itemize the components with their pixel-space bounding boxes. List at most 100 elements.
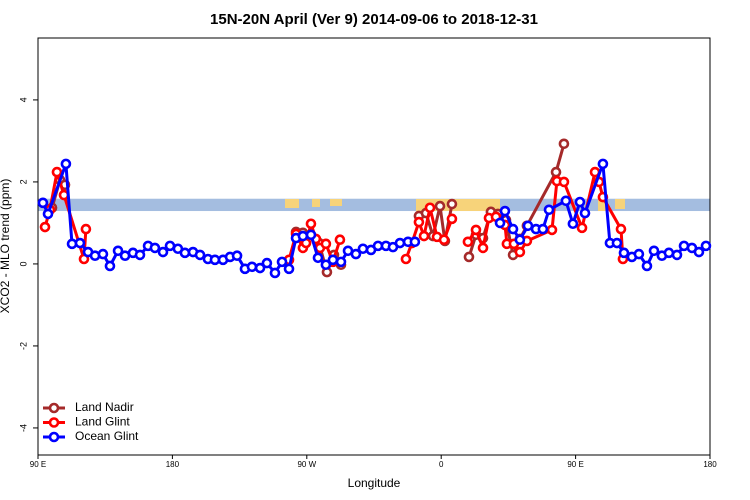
point (546, 224, 558, 236)
point (194, 249, 206, 261)
point (60, 158, 72, 170)
point (320, 259, 332, 271)
point (320, 238, 332, 250)
point (37, 197, 49, 209)
point (149, 242, 161, 254)
point (477, 242, 489, 254)
point (446, 198, 458, 210)
legend-marker (48, 431, 60, 443)
point (269, 267, 281, 279)
point (470, 224, 482, 236)
point (400, 253, 412, 265)
legend-marker (48, 402, 60, 414)
land-patch (285, 199, 299, 208)
band (38, 198, 710, 212)
x-axis-label: Longitude (348, 476, 401, 490)
point (413, 216, 425, 228)
x-tick-label: 90 W (297, 460, 316, 469)
point (446, 213, 458, 225)
legend-label: Land Nadir (75, 400, 134, 414)
point (134, 249, 146, 261)
point (537, 223, 549, 235)
point (112, 245, 124, 257)
point (305, 229, 317, 241)
point (312, 252, 324, 264)
point (507, 223, 519, 235)
point (597, 158, 609, 170)
legend-label: Ocean Glint (75, 429, 139, 443)
point (558, 176, 570, 188)
point (463, 251, 475, 263)
point (157, 246, 169, 258)
point (567, 218, 579, 230)
point (611, 237, 623, 249)
point (424, 202, 436, 214)
y-axis-label: XCO2 - MLO trend (ppm) (0, 179, 12, 314)
point (462, 236, 474, 248)
y-tick-label: 4 (18, 97, 28, 102)
legend-label: Land Glint (75, 415, 130, 429)
point (418, 230, 430, 242)
x-tick-label: 0 (439, 460, 444, 469)
point (104, 260, 116, 272)
y-tick-label: -2 (18, 342, 28, 350)
point (560, 195, 572, 207)
point (700, 240, 712, 252)
point (334, 234, 346, 246)
point (648, 245, 660, 257)
point (409, 236, 421, 248)
point (254, 262, 266, 274)
point (357, 243, 369, 255)
point (576, 222, 588, 234)
point (327, 254, 339, 266)
land-patch (330, 199, 342, 206)
x-tick-label: 180 (166, 460, 180, 469)
point (350, 248, 362, 260)
point (514, 246, 526, 258)
land-patch (312, 199, 320, 207)
point (283, 263, 295, 275)
point (231, 250, 243, 262)
point (579, 207, 591, 219)
band-layer (38, 198, 710, 212)
point (297, 230, 309, 242)
point (434, 200, 446, 212)
point (246, 261, 258, 273)
point (558, 138, 570, 150)
point (641, 260, 653, 272)
point (179, 247, 191, 259)
point (543, 204, 555, 216)
point (550, 166, 562, 178)
point (671, 249, 683, 261)
land-patch (598, 199, 606, 211)
point (394, 237, 406, 249)
x-tick-label: 180 (703, 460, 717, 469)
point (499, 205, 511, 217)
point (618, 247, 630, 259)
point (514, 234, 526, 246)
point (574, 196, 586, 208)
point (80, 223, 92, 235)
x-tick-label: 90 E (30, 460, 46, 469)
point (39, 221, 51, 233)
chart-title: 15N-20N April (Ver 9) 2014-09-06 to 2018… (210, 11, 538, 28)
point (51, 166, 63, 178)
land-patch (615, 199, 625, 209)
point (276, 256, 288, 268)
point (615, 223, 627, 235)
y-tick-label: 0 (18, 261, 28, 266)
legend-marker (48, 417, 60, 428)
point (663, 247, 675, 259)
point (494, 217, 506, 229)
y-tick-label: 2 (18, 179, 28, 184)
point (693, 246, 705, 258)
point (261, 257, 273, 269)
y-tick-label: -4 (18, 424, 28, 432)
point (438, 234, 450, 246)
point (305, 218, 317, 230)
point (97, 248, 109, 260)
x-tick-label: 90 E (567, 460, 583, 469)
point (42, 208, 54, 220)
point (74, 237, 86, 249)
